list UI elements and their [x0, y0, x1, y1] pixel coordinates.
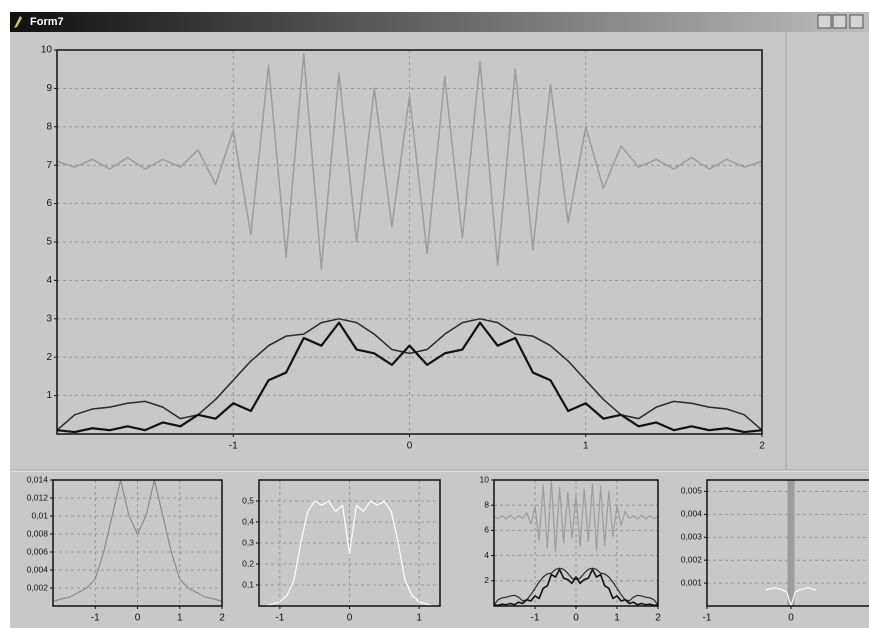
x-tick-label: 1 [614, 613, 620, 624]
x-tick-label: 1 [177, 613, 183, 624]
plot-frame [258, 479, 441, 607]
y-tick-label: 8 [46, 121, 52, 132]
x-tick-label: 1 [416, 613, 422, 624]
x-tick-label: -1 [531, 613, 540, 624]
y-tick-label: 5 [46, 237, 52, 248]
plot-frame [56, 49, 763, 435]
y-tick-label: 0,014 [27, 474, 49, 484]
window-title: Form7 [30, 16, 64, 28]
chart-panel: 2 4 6 8 10 -1 0 1 2 [480, 474, 662, 623]
plot-frame [493, 479, 659, 607]
x-tick-label: 0 [407, 441, 413, 452]
y-tick-label: 0,2 [242, 558, 254, 568]
close-button[interactable] [849, 14, 864, 29]
series-group [493, 480, 659, 607]
y-tick-label: 0,4 [242, 516, 254, 526]
series-group [56, 53, 763, 434]
y-tick-label: 0,006 [27, 546, 49, 556]
x-tick-label: 0 [573, 613, 579, 624]
y-tick-label: 6 [46, 198, 52, 209]
y-tick-label: 0,002 [27, 582, 49, 592]
y-tick-label: 0,5 [242, 495, 254, 505]
data-line [56, 321, 763, 434]
x-tick-label: 0 [135, 613, 141, 624]
y-tick-label: 0,004 [681, 509, 703, 519]
chart-panel: 0,001 0,002 0,003 0,004 0,005 -1 0 [681, 479, 869, 624]
y-tick-label: 0,012 [27, 492, 49, 502]
y-tick-label: 2 [46, 352, 52, 363]
data-line [52, 479, 223, 603]
data-line [265, 500, 434, 607]
x-tick-label: -1 [703, 613, 712, 624]
y-tick-label: 0,005 [681, 486, 703, 496]
data-line [493, 567, 659, 606]
y-tick-label: 0,008 [27, 528, 49, 538]
y-tick-label: 4 [46, 275, 52, 286]
y-tick-label: 10 [480, 474, 490, 484]
maximize-button[interactable] [832, 14, 847, 29]
chart-panel: 1 2 3 4 5 6 7 8 9 10 -1 0 1 2 [41, 45, 765, 452]
y-tick-label: 3 [46, 313, 52, 324]
y-tick-label: 1 [46, 390, 52, 401]
chart-panel: 0,1 0,2 0,3 0,4 0,5 -1 0 1 [242, 479, 441, 624]
series-group [52, 479, 223, 603]
data-line [493, 568, 659, 607]
x-tick-label: 2 [759, 441, 765, 452]
y-tick-label: 0,003 [681, 532, 703, 542]
y-tick-label: 2 [484, 575, 489, 585]
x-tick-label: 0 [788, 613, 794, 624]
chart-panel: 0,002 0,004 0,006 0,008 0,01 0,012 0,014 -1 0 1 2 [27, 474, 226, 623]
x-tick-label: 0 [347, 613, 353, 624]
data-line [56, 53, 763, 270]
plot-frame [706, 479, 869, 607]
y-tick-label: 6 [484, 525, 489, 535]
series-group [265, 500, 434, 607]
y-tick-label: 0,002 [681, 554, 703, 564]
x-tick-label: 2 [219, 613, 225, 624]
x-tick-label: 1 [583, 441, 589, 452]
data-line [56, 318, 763, 431]
y-tick-label: 9 [46, 83, 52, 94]
title-bar [10, 12, 869, 32]
x-tick-label: 2 [655, 613, 661, 624]
y-tick-label: 0,1 [242, 579, 254, 589]
y-tick-label: 4 [484, 550, 489, 560]
x-tick-label: -1 [275, 613, 284, 624]
y-tick-label: 0,001 [681, 577, 703, 587]
minimize-button[interactable] [817, 14, 832, 29]
data-line [493, 480, 659, 553]
x-tick-label: -1 [229, 441, 238, 452]
app-icon [14, 16, 22, 28]
x-tick-label: -1 [91, 613, 100, 624]
plot-frame [52, 479, 223, 607]
y-tick-label: 10 [41, 45, 53, 56]
y-tick-label: 8 [484, 499, 489, 509]
y-tick-label: 0,3 [242, 537, 254, 547]
y-tick-label: 0,004 [27, 564, 49, 574]
y-tick-label: 7 [46, 160, 52, 171]
y-tick-label: 0,01 [31, 510, 48, 520]
